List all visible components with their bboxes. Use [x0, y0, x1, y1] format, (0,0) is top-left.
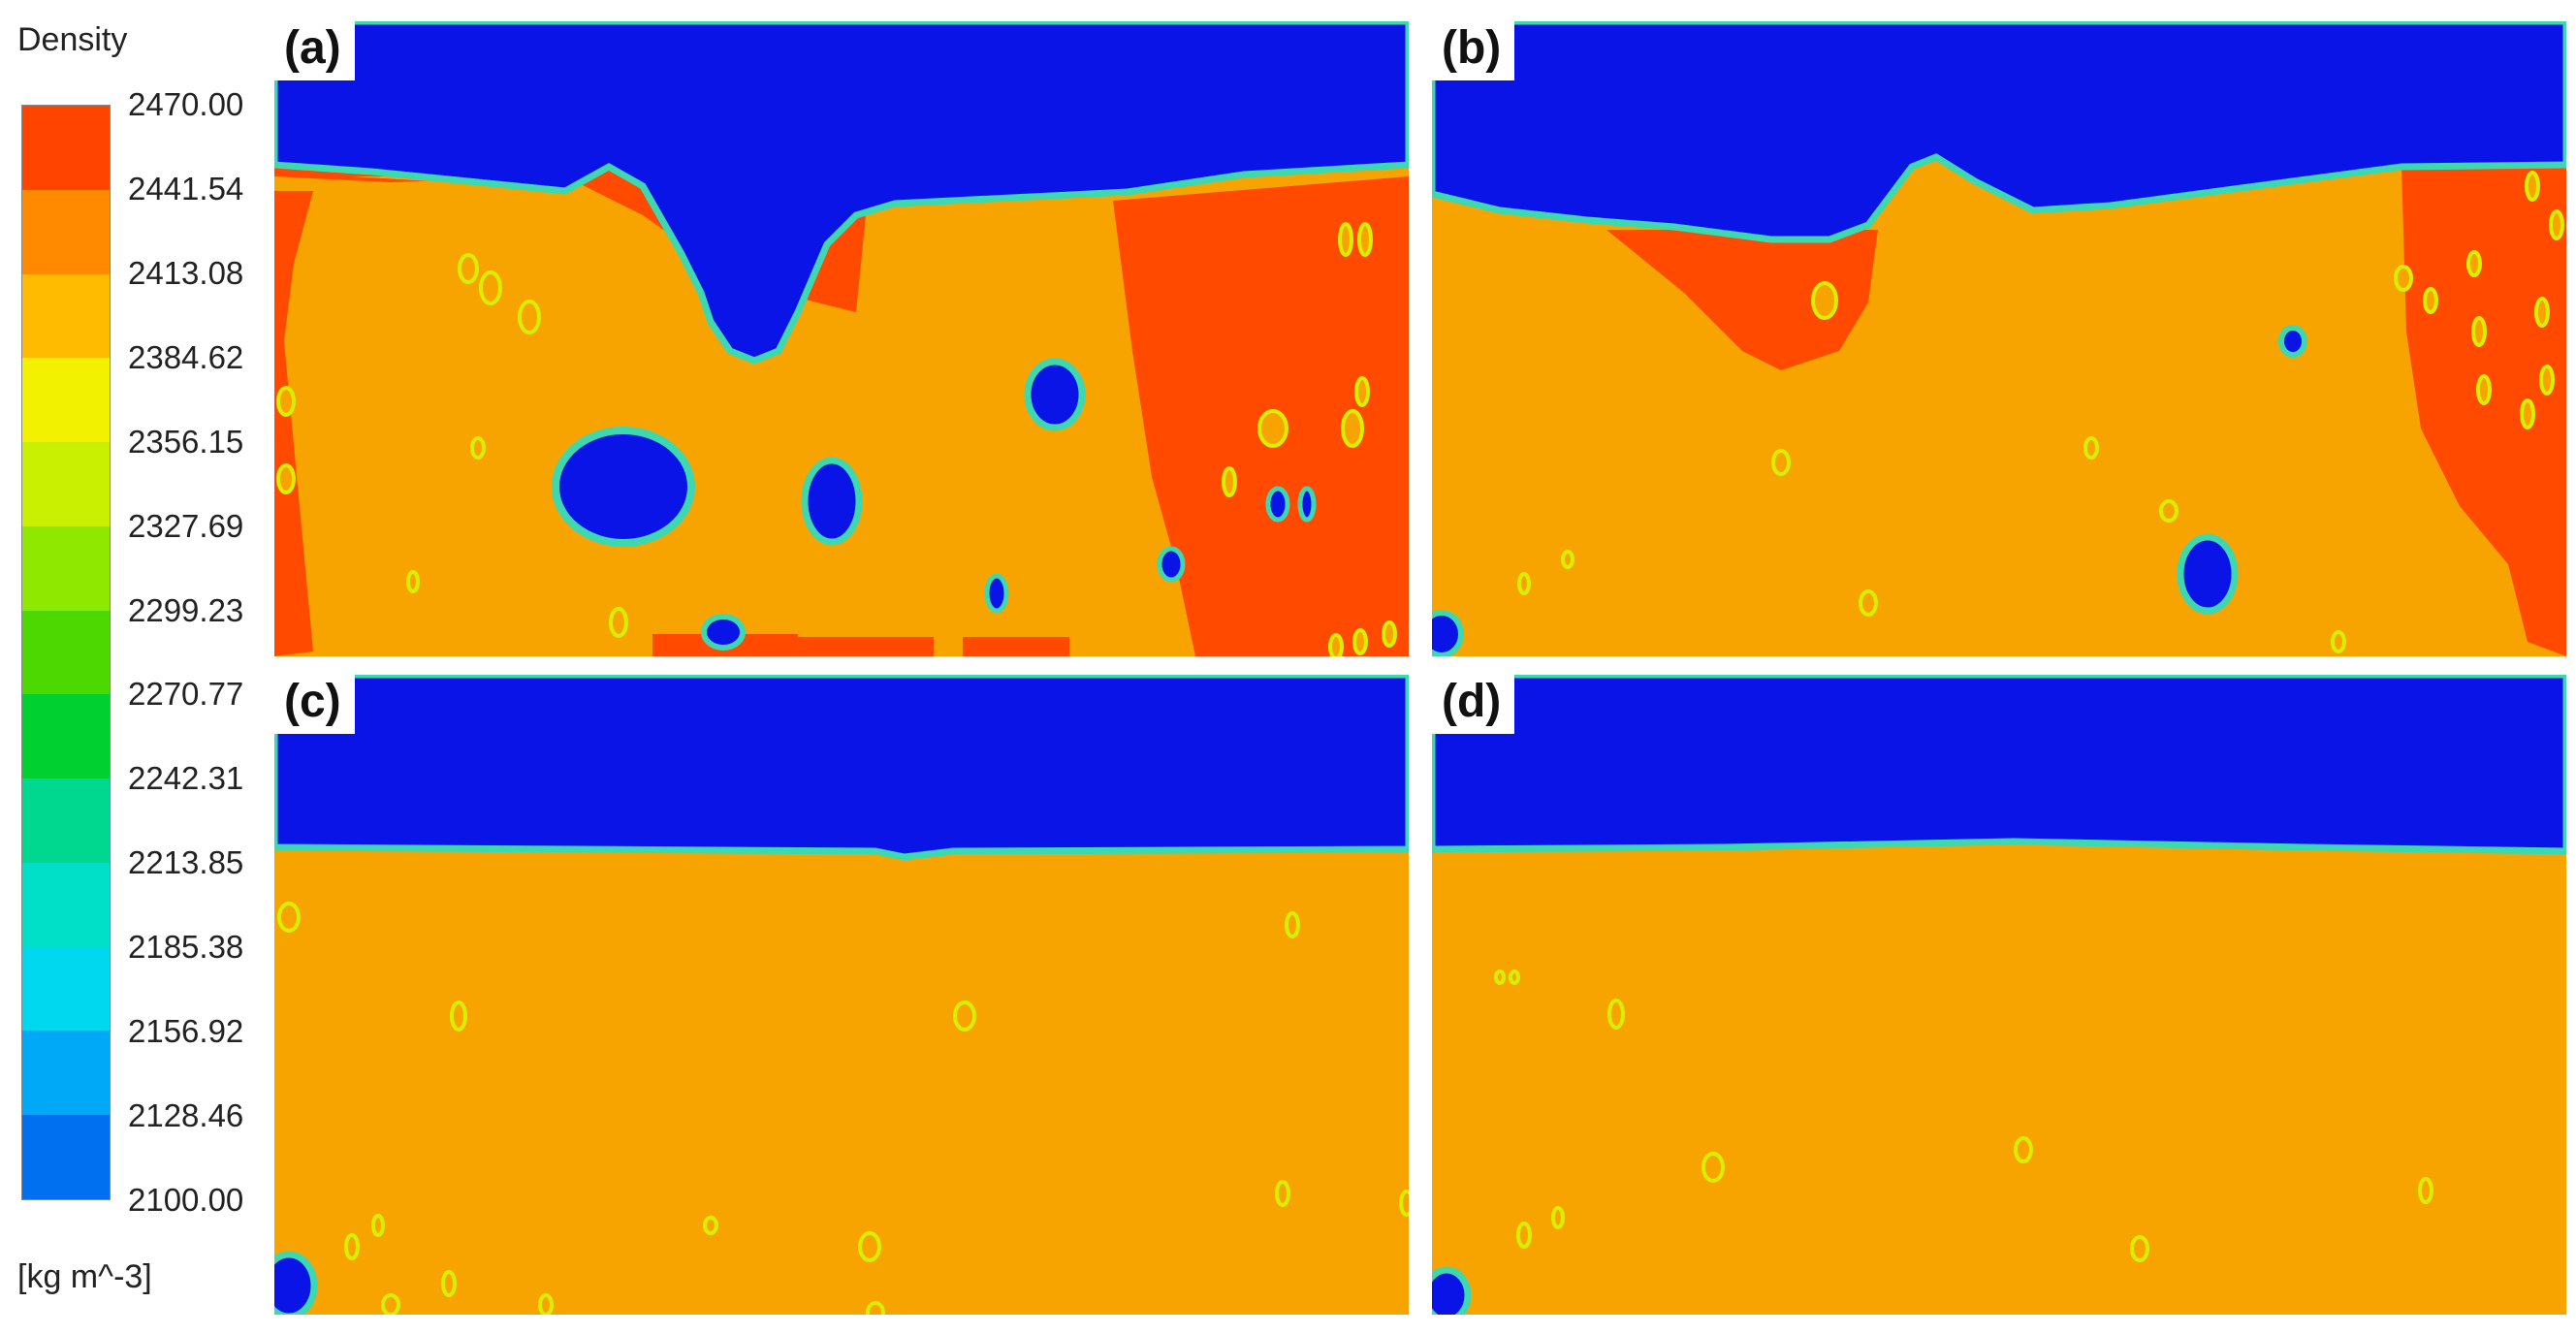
legend-tick-label: 2299.23: [128, 591, 244, 628]
legend-tick-label: 2327.69: [128, 507, 244, 544]
color-band: [22, 273, 110, 359]
legend-tick-label: 2156.92: [128, 1013, 244, 1050]
contour-panel-d: (d): [1432, 675, 2566, 1315]
legend-tick-label: 2384.62: [128, 338, 244, 375]
panel-label-d: (d): [1432, 675, 1515, 734]
density-contour-a: [274, 21, 1409, 656]
density-contour-b: [1432, 21, 2566, 656]
legend-unit: [kg m^-3]: [17, 1258, 152, 1295]
density-contour-c: [274, 675, 1409, 1315]
legend-tick-label: 2128.46: [128, 1097, 244, 1134]
color-band: [22, 778, 110, 863]
legend-tick-label: 2413.08: [128, 254, 244, 291]
color-band: [22, 358, 110, 443]
panel-label-c: (c): [274, 675, 355, 734]
color-band: [22, 694, 110, 779]
contour-panel-b: (b): [1432, 21, 2566, 656]
color-band: [22, 862, 110, 947]
contour-panel-c: (c): [274, 675, 1409, 1315]
legend-tick-label: 2185.38: [128, 929, 244, 966]
color-band: [22, 1031, 110, 1116]
legend-tick-label: 2213.85: [128, 844, 244, 881]
contour-panel-a: (a): [274, 21, 1409, 656]
color-band: [22, 189, 110, 274]
legend-title: Density: [17, 21, 128, 58]
legend-tick-label: 2100.00: [128, 1182, 244, 1218]
color-band: [22, 1115, 110, 1199]
color-band: [22, 525, 110, 611]
legend-tick-label: 2270.77: [128, 676, 244, 713]
density-contour-d: [1432, 675, 2566, 1315]
legend-tick-label: 2470.00: [128, 86, 244, 122]
color-band: [22, 442, 110, 526]
color-band: [22, 610, 110, 695]
legend-tick-label: 2441.54: [128, 170, 244, 206]
legend-tick-label: 2356.15: [128, 423, 244, 460]
color-band: [22, 106, 110, 190]
panel-label-b: (b): [1432, 21, 1515, 80]
panel-label-a: (a): [274, 21, 355, 80]
color-bar: [21, 105, 111, 1200]
color-band: [22, 946, 110, 1032]
legend-tick-label: 2242.31: [128, 760, 244, 797]
